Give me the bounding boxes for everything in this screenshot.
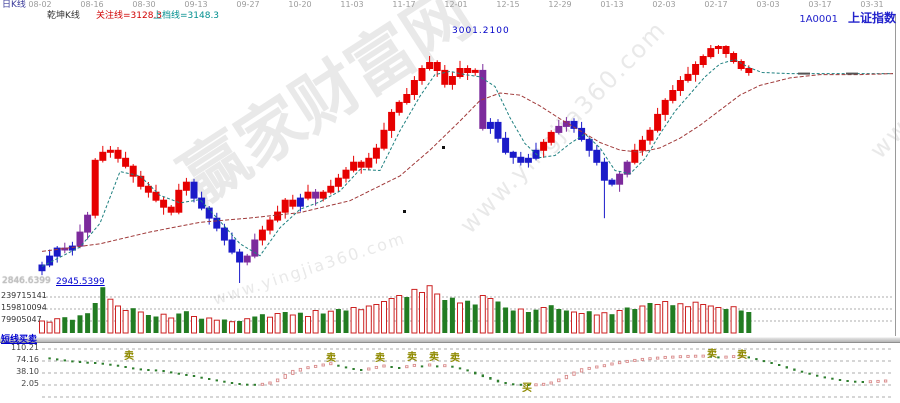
ma-long-line (41, 73, 894, 252)
sell-signal-marker: 卖 (450, 353, 460, 364)
volume-axis-label-2: 159810094 (1, 303, 47, 312)
oscillator-title: 短线买卖 (1, 335, 38, 345)
oscillator-axis-label-4: 2.05 (21, 379, 39, 388)
date-label: 01-13 (600, 0, 624, 9)
date-label: 11-03 (340, 0, 364, 9)
buy-signal-marker: 买 (522, 383, 532, 394)
oscillator-layer (48, 354, 888, 387)
sell-signal-marker: 卖 (375, 353, 385, 364)
date-label: 11-17 (392, 0, 416, 9)
upper-line-label: 上档线=3148.3 (153, 11, 220, 21)
peak-price-annotation: 3001.2100 (452, 26, 510, 36)
candles-layer (38, 45, 753, 283)
oscillator-axis-label-2: 74.16 (16, 355, 39, 364)
sell-signal-marker: 卖 (407, 352, 417, 363)
date-label: 09-27 (236, 0, 260, 9)
sell-signal-marker: 卖 (124, 351, 134, 362)
volume-layer (39, 285, 752, 334)
price-current-label: 2945.5399 (56, 277, 105, 287)
volume-axis-label-1: 239715141 (1, 291, 47, 300)
date-label: 02-17 (704, 0, 728, 9)
date-label: 08-16 (80, 0, 104, 9)
date-label: 03-31 (860, 0, 884, 9)
date-label: 02-03 (652, 0, 676, 9)
indicator-name-label: 乾坤K线 (47, 11, 80, 21)
sell-signal-marker: 卖 (429, 352, 439, 363)
ma-short-line (41, 58, 893, 267)
date-label: 03-17 (808, 0, 832, 9)
svg-text:赢家财富网: 赢家财富网 (167, 0, 486, 218)
sell-signal-marker: 卖 (326, 353, 336, 364)
date-label: 12-01 (444, 0, 468, 9)
oscillator-axis-label-1: 110.21 (11, 343, 39, 352)
sell-signal-marker: 卖 (737, 350, 747, 361)
date-label: 12-15 (496, 0, 520, 9)
symbol-code: 1A0001 (799, 14, 838, 25)
date-label: 03-03 (756, 0, 780, 9)
period-label: 日K线 (2, 0, 26, 10)
symbol-name: 上证指数 (847, 11, 896, 25)
attention-line-label: 关注线=3128.3 (96, 11, 163, 21)
price-min-label: 2846.6399 (2, 276, 51, 286)
date-label: 08-30 (132, 0, 156, 9)
svg-text:www.yingjia360.com: www.yingjia360.com (454, 15, 672, 239)
date-label: 09-13 (184, 0, 208, 9)
oscillator-axis-label-3: 38.10 (16, 367, 39, 376)
volume-axis-label-3: 79905047 (1, 315, 42, 324)
dot-marker (403, 210, 406, 213)
date-label: 12-29 (548, 0, 572, 9)
dot-marker (442, 146, 445, 149)
panel-splitter[interactable] (0, 337, 900, 343)
date-label: 10-20 (288, 0, 312, 9)
sell-signal-marker: 卖 (707, 349, 717, 360)
date-label: 08-02 (28, 0, 52, 9)
